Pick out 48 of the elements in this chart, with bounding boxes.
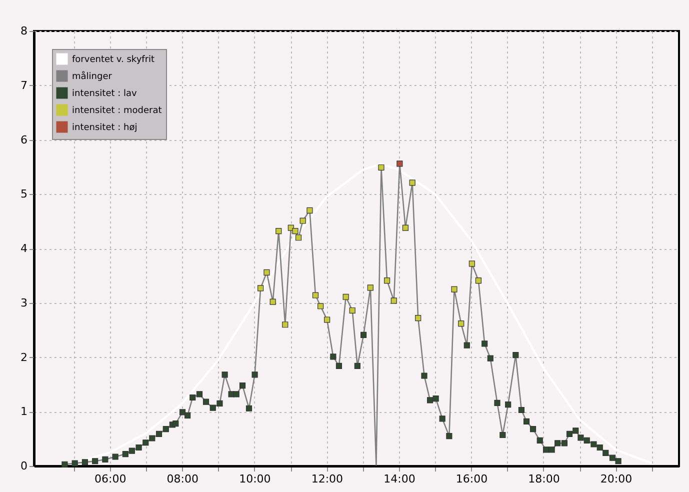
point: [458, 320, 464, 327]
legend-label: forventet v. skyfrit: [72, 55, 156, 65]
y-tick-label: 5: [20, 188, 28, 201]
point: [276, 228, 282, 234]
x-tick-label: 20:00: [600, 472, 632, 486]
x-tick-label: 14:00: [384, 472, 416, 486]
x-tick-label: 10:00: [239, 472, 271, 486]
y-tick-label: 1: [20, 405, 28, 418]
y-tick-label: 7: [20, 78, 28, 92]
point: [270, 298, 276, 305]
y-tick-label: 0: [20, 460, 28, 472]
point: [312, 292, 319, 298]
x-tick-label: 06:00: [94, 472, 126, 486]
point: [409, 180, 416, 186]
point: [402, 224, 408, 231]
y-tick-label: 3: [20, 296, 28, 310]
point: [475, 278, 482, 284]
x-tick-label: 12:00: [311, 472, 344, 486]
point: [349, 307, 356, 314]
legend-label: målinger: [72, 71, 112, 82]
x-tick-label: 16:00: [456, 472, 488, 486]
legend-label: intensitet : moderat: [72, 106, 162, 116]
point: [258, 285, 264, 292]
point: [264, 269, 270, 276]
legend-label: intensitet : lav: [72, 89, 138, 99]
point: [318, 303, 324, 310]
x-tick-label: 18:00: [528, 472, 560, 486]
point: [292, 228, 298, 234]
point: [451, 286, 458, 292]
point: [378, 164, 384, 171]
y-tick-label: 6: [20, 133, 28, 146]
legend-label: intensitet : høj: [72, 123, 138, 133]
y-tick-label: 8: [20, 24, 28, 38]
y-tick-label: 2: [20, 350, 28, 364]
x-tick-label: 08:00: [166, 472, 199, 486]
point: [306, 207, 313, 214]
point: [367, 284, 374, 291]
point: [390, 298, 397, 304]
point: [384, 278, 390, 284]
point: [468, 260, 475, 267]
point: [282, 322, 288, 328]
point: [295, 234, 302, 241]
y-tick-label: 4: [20, 242, 28, 255]
point: [300, 218, 306, 224]
point: [396, 160, 403, 167]
point: [324, 316, 330, 323]
point: [342, 294, 349, 300]
point: [415, 315, 422, 322]
